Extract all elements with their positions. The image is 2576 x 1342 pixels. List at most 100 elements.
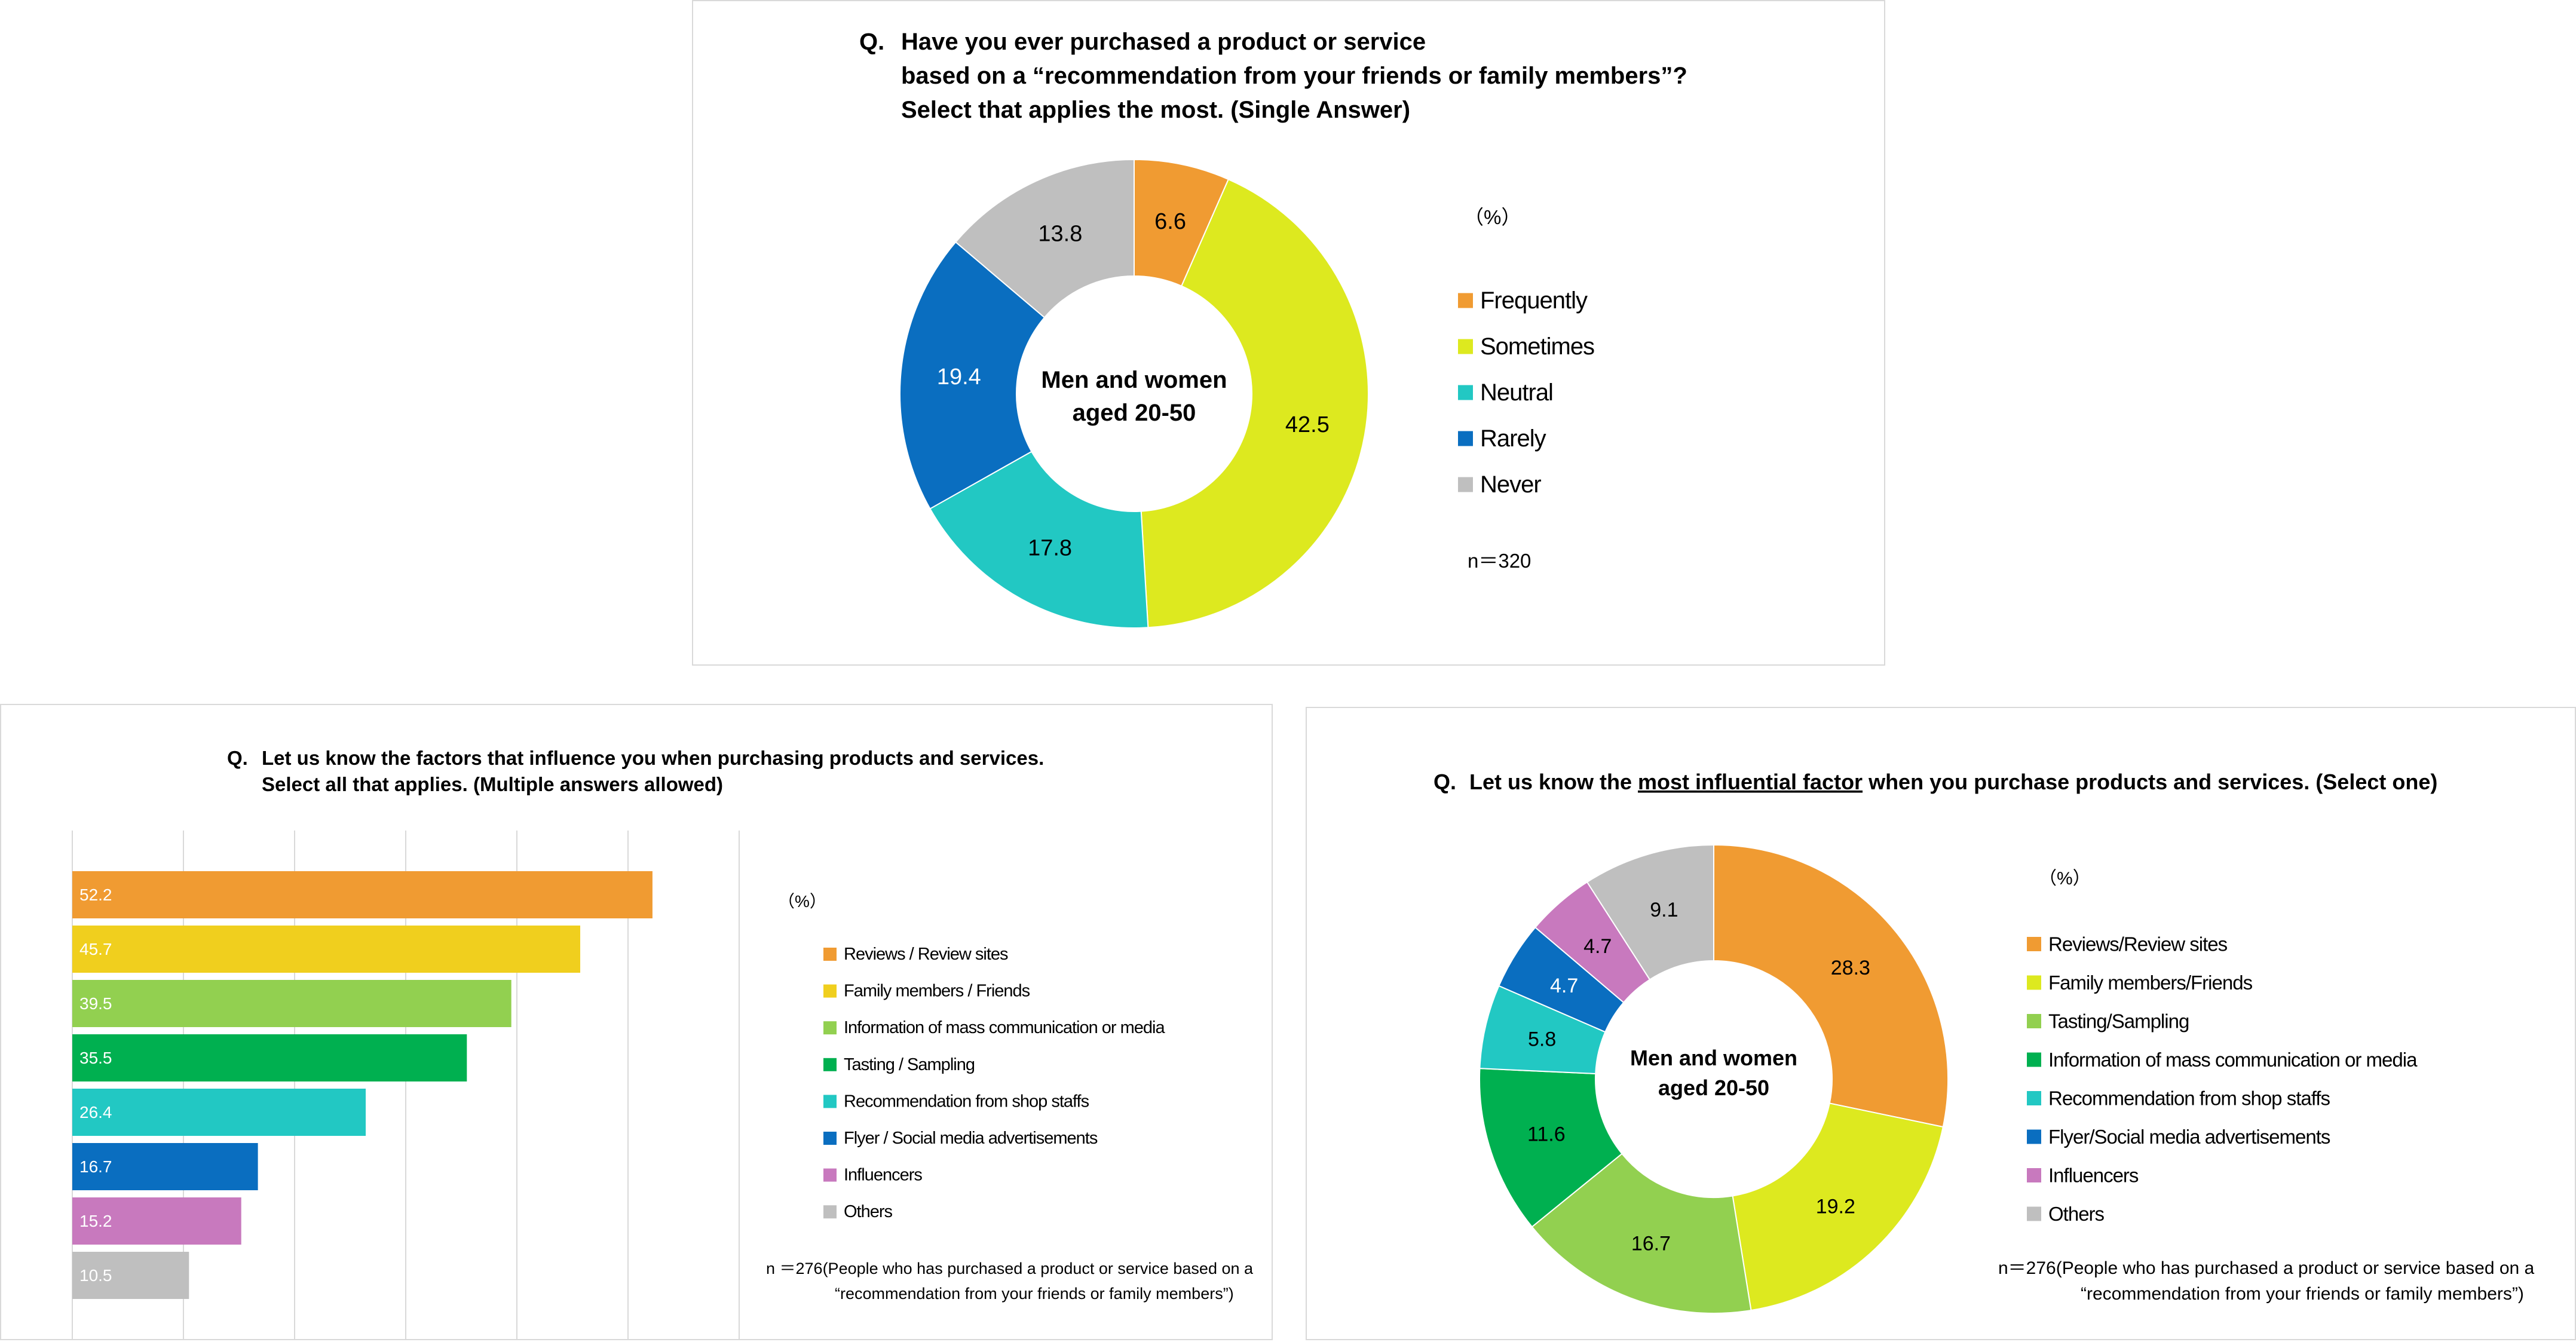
- unit-label: （%）: [778, 892, 826, 911]
- donut-slice-value-label: 16.7: [1631, 1233, 1671, 1255]
- legend-label-influencers: Influencers: [2048, 1165, 2139, 1187]
- legend-label-influencers: Influencers: [844, 1166, 922, 1185]
- sample-size-note-line-2: “recommendation from your friends or fam…: [835, 1285, 1234, 1303]
- bars: 52.2 45.7 39.5 35.5 26.4 16.7 15.2 10.5: [72, 871, 653, 1299]
- legend-label-rarely: Rarely: [1480, 425, 1546, 452]
- legend-label-sometimes: Sometimes: [1480, 333, 1594, 360]
- chart-title: Let us know the most influential factor …: [1469, 770, 2437, 794]
- donut-slice-others: [1586, 844, 1714, 981]
- legend-swatch: [1458, 293, 1473, 308]
- donut-slice-reviews-review-sites: [1713, 844, 1949, 1128]
- legend-swatch: [823, 1095, 837, 1108]
- sample-size-note-line-1: n＝276(People who has purchased a product…: [1998, 1258, 2535, 1278]
- donut-slices: 28.3 19.2 16.7 11.6 5.8 4.74.7 9.1: [1479, 844, 1949, 1314]
- bar-value-label: 10.5: [79, 1266, 112, 1285]
- donut-center-label-line-2: aged 20-50: [1658, 1076, 1769, 1100]
- legend-label-tasting-sampling: Tasting/Sampling: [2048, 1010, 2189, 1032]
- chart-title-line-2: based on a “recommendation from your fri…: [901, 63, 1687, 89]
- legend-label-family-members-friends: Family members/Friends: [2048, 972, 2253, 994]
- donut-slice-value-label: 19.4: [937, 364, 981, 390]
- legend-swatch: [823, 1205, 837, 1219]
- bar-flyer-social-media-advertisements: [72, 1143, 258, 1190]
- unit-label: （%）: [1464, 206, 1521, 228]
- donut-slice-tasting-sampling: [1531, 1153, 1752, 1314]
- chart-title-underlined: most influential factor: [1638, 770, 1863, 794]
- question-prefix: Q.: [227, 747, 248, 769]
- donut-slice-neutral: [929, 451, 1149, 629]
- legend-label-never: Never: [1480, 471, 1541, 498]
- legend-swatch: [1458, 477, 1473, 492]
- bar-value-label: 26.4: [79, 1103, 112, 1122]
- donut-slice-value-label: 9.1: [1650, 899, 1678, 921]
- donut-slice-value-label: 6.6: [1154, 209, 1186, 234]
- bar-recommendation-from-shop-staffs: [72, 1089, 366, 1136]
- legend-swatch: [823, 984, 837, 998]
- sample-size-note-line-1: n ＝276(People who has purchased a produc…: [766, 1260, 1254, 1277]
- chart-title-part-2: when you purchase products and services.…: [1863, 770, 2437, 794]
- legend-label-neutral: Neutral: [1480, 379, 1553, 406]
- chart-title-line-1: Have you ever purchased a product or ser…: [901, 29, 1426, 55]
- chart-panel-purchase-frequency: Q. Have you ever purchased a product or …: [692, 0, 1885, 666]
- bar-value-label: 16.7: [79, 1157, 112, 1176]
- donut-slice-value-label: 4.7: [1550, 975, 1578, 997]
- donut-chart-2: Q. Let us know the most influential fact…: [1434, 770, 2535, 1314]
- donut-slice-value-label: 11.6: [1527, 1123, 1566, 1145]
- sample-size-note: n＝320: [1468, 550, 1531, 572]
- legend-label-flyer-social-media-advertisements: Flyer/Social media advertisements: [2048, 1126, 2330, 1148]
- bar-value-label: 15.2: [79, 1212, 112, 1230]
- legend-swatch: [823, 1132, 837, 1145]
- donut-slices: 6.6 42.5 17.8 19.4 13.8: [899, 158, 1369, 629]
- chart-title-part-1: Let us know the: [1469, 770, 1638, 794]
- bar-tasting-sampling: [72, 1034, 467, 1081]
- legend: Frequently Sometimes Neutral Rarely Never: [1458, 287, 1595, 498]
- legend-swatch: [1458, 385, 1473, 400]
- donut-slice-sometimes: [1140, 178, 1369, 629]
- donut-slice-value-label: 28.3: [1831, 957, 1870, 979]
- donut-slice-information-of-mass-communication-or-media: [1479, 1068, 1623, 1228]
- donut-slice-value-label: 19.2: [1816, 1195, 1855, 1218]
- legend-label-others: Others: [2048, 1203, 2105, 1225]
- chart-title-line-1: Let us know the factors that influence y…: [262, 747, 1044, 769]
- legend: Reviews / Review sites Family members / F…: [823, 945, 1166, 1221]
- legend-label-others: Others: [844, 1202, 893, 1221]
- legend-swatch: [823, 1021, 837, 1035]
- bar-chart: Q. Let us know the factors that influenc…: [72, 747, 1254, 1339]
- legend-label-frequently: Frequently: [1480, 287, 1588, 314]
- legend-swatch: [2027, 1091, 2041, 1105]
- chart-panel-influence-factors: Q. Let us know the factors that influenc…: [0, 704, 1273, 1340]
- chart-title-line-3: Select that applies the most. (Single An…: [901, 97, 1410, 123]
- donut-slice-value-label: 17.8: [1028, 536, 1072, 561]
- legend-label-reviews-review-sites: Reviews / Review sites: [844, 945, 1008, 964]
- donut-slice-value-label: 13.8: [1038, 222, 1082, 247]
- legend-label-information-of-mass-communication-or-media: Information of mass communication or med…: [844, 1018, 1165, 1037]
- legend-swatch: [1458, 431, 1473, 446]
- legend-label-family-members-friends: Family members / Friends: [844, 982, 1030, 1001]
- legend-swatch: [2027, 975, 2041, 990]
- bar-influencers: [72, 1197, 241, 1245]
- bar-reviews-review-sites: [72, 871, 653, 918]
- donut-center-label-line-1: Men and women: [1630, 1046, 1797, 1070]
- legend-swatch: [2027, 937, 2041, 951]
- chart-title-line-2: Select all that applies. (Multiple answe…: [262, 773, 723, 795]
- legend-label-tasting-sampling: Tasting / Sampling: [844, 1055, 975, 1074]
- bar-information-of-mass-communication-or-media: [72, 980, 511, 1027]
- legend-swatch: [823, 1168, 837, 1182]
- donut-slice-family-members-friends: [1732, 1102, 1944, 1312]
- legend-swatch: [2027, 1168, 2041, 1182]
- legend-swatch: [823, 948, 837, 961]
- legend-swatch: [2027, 1129, 2041, 1144]
- question-prefix: Q.: [859, 29, 884, 55]
- bar-others: [72, 1252, 189, 1299]
- donut-slice-value-label: 5.8: [1528, 1028, 1556, 1050]
- chart-panel-most-influential-factor: Q. Let us know the most influential fact…: [1306, 707, 2576, 1340]
- sample-size-note-line-2: “recommendation from your friends or fam…: [2081, 1284, 2524, 1304]
- legend-swatch: [823, 1058, 837, 1071]
- donut-slice-value-label: 4.7: [1583, 935, 1612, 958]
- legend-swatch: [2027, 1014, 2041, 1028]
- legend-swatch: [2027, 1052, 2041, 1067]
- legend-label-information-of-mass-communication-or-media: Information of mass communication or med…: [2048, 1049, 2418, 1071]
- donut-center-label-line-1: Men and women: [1041, 367, 1227, 393]
- unit-label: （%）: [2039, 869, 2091, 888]
- bar-value-label: 45.7: [79, 940, 112, 958]
- legend-label-recommendation-from-shop-staffs: Recommendation from shop staffs: [2048, 1087, 2330, 1110]
